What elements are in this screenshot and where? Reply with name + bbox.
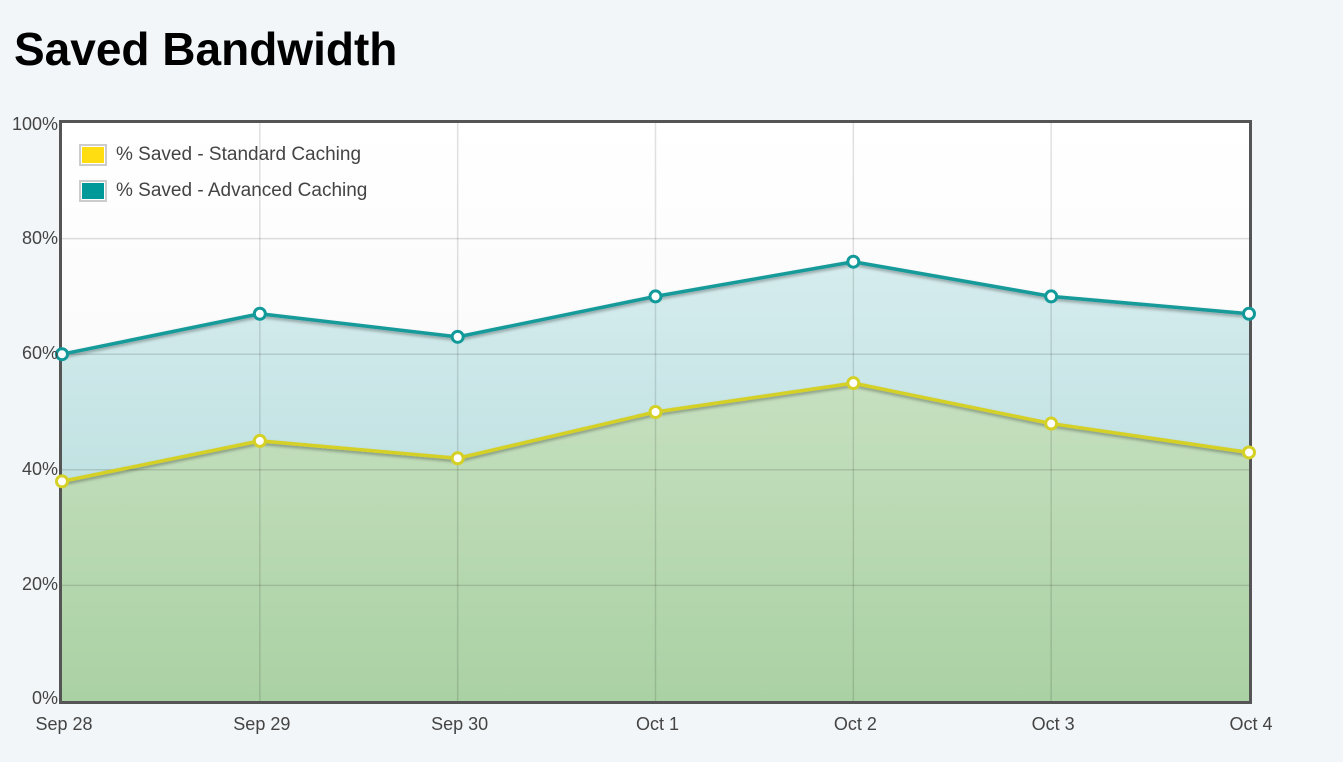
legend-swatch-advanced bbox=[79, 180, 107, 202]
legend-label-advanced: % Saved - Advanced Caching bbox=[116, 180, 368, 201]
data-point-standard[interactable] bbox=[1242, 445, 1256, 460]
data-point-advanced[interactable] bbox=[1242, 306, 1256, 321]
page-title: Saved Bandwidth bbox=[14, 23, 398, 75]
y-axis-tick-label: 0% bbox=[31, 688, 58, 708]
data-point-standard[interactable] bbox=[648, 405, 663, 419]
data-point-standard[interactable] bbox=[450, 451, 465, 466]
x-axis-tick-label: Oct 2 bbox=[833, 714, 877, 734]
data-point-standard[interactable] bbox=[1044, 416, 1059, 431]
y-axis-tick-label: 60% bbox=[21, 343, 58, 364]
x-axis-tick-label: Sep 30 bbox=[431, 714, 489, 734]
area-advanced-caching bbox=[62, 261, 1249, 482]
y-axis-tick-label: 40% bbox=[21, 458, 58, 479]
data-point-advanced[interactable] bbox=[648, 289, 663, 304]
x-axis-tick-label: Oct 1 bbox=[635, 714, 679, 734]
data-point-standard[interactable] bbox=[846, 376, 861, 391]
x-axis-tick-label: Sep 28 bbox=[35, 714, 93, 734]
legend-swatch-standard bbox=[79, 144, 107, 166]
x-axis-tick-label: Oct 4 bbox=[1229, 714, 1273, 734]
y-axis-tick-label: 20% bbox=[21, 574, 58, 595]
data-point-standard[interactable] bbox=[55, 474, 69, 489]
x-axis-tick-label: Oct 3 bbox=[1031, 714, 1075, 734]
x-axis-tick-label: Sep 29 bbox=[233, 714, 291, 734]
y-axis-tick-label: 100% bbox=[11, 114, 58, 134]
area-standard-caching bbox=[62, 383, 1249, 701]
data-point-advanced[interactable] bbox=[252, 306, 267, 321]
legend-item-standard-caching[interactable]: % Saved - Standard Caching bbox=[79, 137, 367, 173]
y-axis-tick-label: 80% bbox=[21, 227, 58, 248]
data-point-advanced[interactable] bbox=[846, 254, 861, 269]
legend-item-advanced-caching[interactable]: % Saved - Advanced Caching bbox=[79, 173, 367, 209]
chart-legend: % Saved - Standard Caching % Saved - Adv… bbox=[79, 137, 367, 209]
plot-frame bbox=[59, 120, 1252, 704]
data-point-standard[interactable] bbox=[252, 433, 267, 448]
data-point-advanced[interactable] bbox=[1044, 289, 1059, 304]
legend-label-standard: % Saved - Standard Caching bbox=[116, 144, 362, 165]
data-point-advanced[interactable] bbox=[450, 329, 465, 344]
data-point-advanced[interactable] bbox=[55, 347, 69, 362]
